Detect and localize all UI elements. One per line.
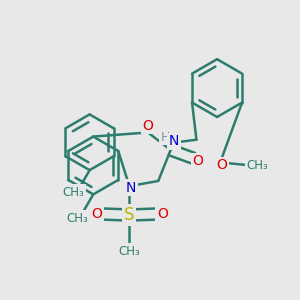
Text: O: O [92, 207, 103, 221]
Text: O: O [193, 154, 203, 168]
Text: H: H [160, 131, 170, 144]
Text: O: O [142, 118, 153, 133]
Text: CH₃: CH₃ [66, 212, 88, 225]
Text: CH₃: CH₃ [62, 186, 84, 199]
Text: O: O [157, 207, 168, 221]
Text: N: N [169, 134, 179, 148]
Text: N: N [126, 181, 136, 195]
Text: O: O [216, 158, 227, 172]
Text: CH₃: CH₃ [118, 245, 140, 258]
Text: CH₃: CH₃ [247, 159, 268, 172]
Text: S: S [124, 206, 135, 224]
